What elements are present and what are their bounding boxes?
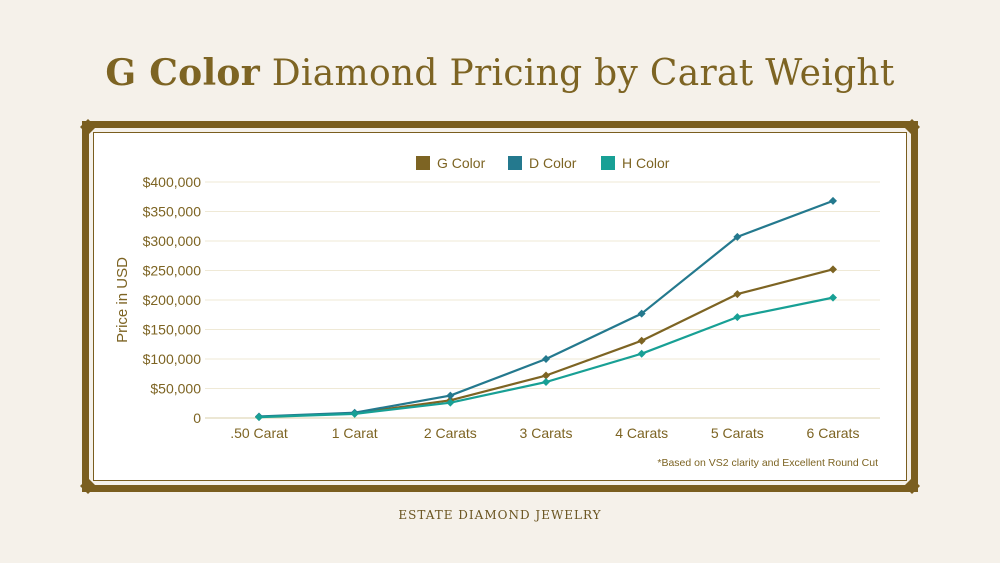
chart-frame-outer (82, 121, 918, 492)
y-axis-ticks: 0 $50,000 $100,000 $150,000 $200,000 $250,000… (143, 174, 202, 426)
y-tick-label: $250,000 (143, 263, 202, 279)
frame-corner-ornament (904, 478, 920, 494)
data-point (255, 413, 263, 422)
x-tick-label: 3 Carats (520, 425, 573, 441)
data-point (542, 371, 550, 380)
title-rest: Diamond Pricing by Carat Weight (271, 53, 895, 94)
x-tick-label: 4 Carats (615, 425, 668, 441)
y-tick-label: $300,000 (143, 233, 202, 249)
y-tick-label: $150,000 (143, 322, 202, 338)
data-point (637, 309, 646, 318)
x-tick-label: 1 Carat (332, 425, 378, 441)
series-lines (255, 196, 837, 422)
brand-footer: ESTATE DIAMOND JEWELRY (398, 508, 602, 522)
data-point (829, 196, 837, 205)
legend-swatch (416, 156, 430, 170)
legend-label: H Color (622, 155, 670, 171)
data-point (829, 265, 837, 274)
data-point (542, 378, 550, 387)
footnote: *Based on VS2 clarity and Excellent Roun… (657, 457, 878, 469)
y-tick-label: 0 (193, 410, 201, 426)
frame-corners (80, 119, 920, 494)
data-point (829, 293, 837, 302)
y-axis-label: Price in USD (114, 257, 131, 343)
frame-corner-ornament (904, 119, 920, 135)
legend-swatch (601, 156, 615, 170)
y-tick-label: $50,000 (150, 381, 201, 397)
grid-lines (205, 181, 880, 419)
legend-label: D Color (529, 155, 577, 171)
frame-corner-ornament (80, 119, 96, 135)
x-tick-label: 5 Carats (711, 425, 764, 441)
data-point (637, 349, 646, 358)
x-tick-label: .50 Carat (230, 425, 288, 441)
data-point (733, 290, 742, 299)
x-axis-ticks: .50 Carat 1 Carat 2 Carats 3 Carats 4 Carats… (230, 425, 859, 441)
y-tick-label: $350,000 (143, 204, 202, 220)
series-line (258, 268, 834, 418)
legend-label: G Color (437, 155, 486, 171)
page-title: G Color Diamond Pricing by Carat Weight (0, 52, 1000, 94)
x-tick-label: 6 Carats (807, 425, 860, 441)
data-point (733, 313, 742, 322)
legend-swatch (508, 156, 522, 170)
y-tick-label: $200,000 (143, 292, 202, 308)
data-point (733, 232, 742, 241)
x-tick-label: 2 Carats (424, 425, 477, 441)
data-point (637, 336, 646, 345)
data-point (446, 398, 455, 407)
chart-frame-inner (93, 132, 907, 481)
data-point (542, 355, 550, 363)
title-bold: G Color (105, 52, 261, 94)
y-tick-label: $100,000 (143, 351, 202, 367)
data-point (446, 391, 455, 400)
y-tick-label: $400,000 (143, 174, 202, 190)
legend: G Color D Color H Color (416, 155, 670, 171)
frame-corner-ornament (80, 478, 96, 494)
data-point (350, 409, 359, 418)
